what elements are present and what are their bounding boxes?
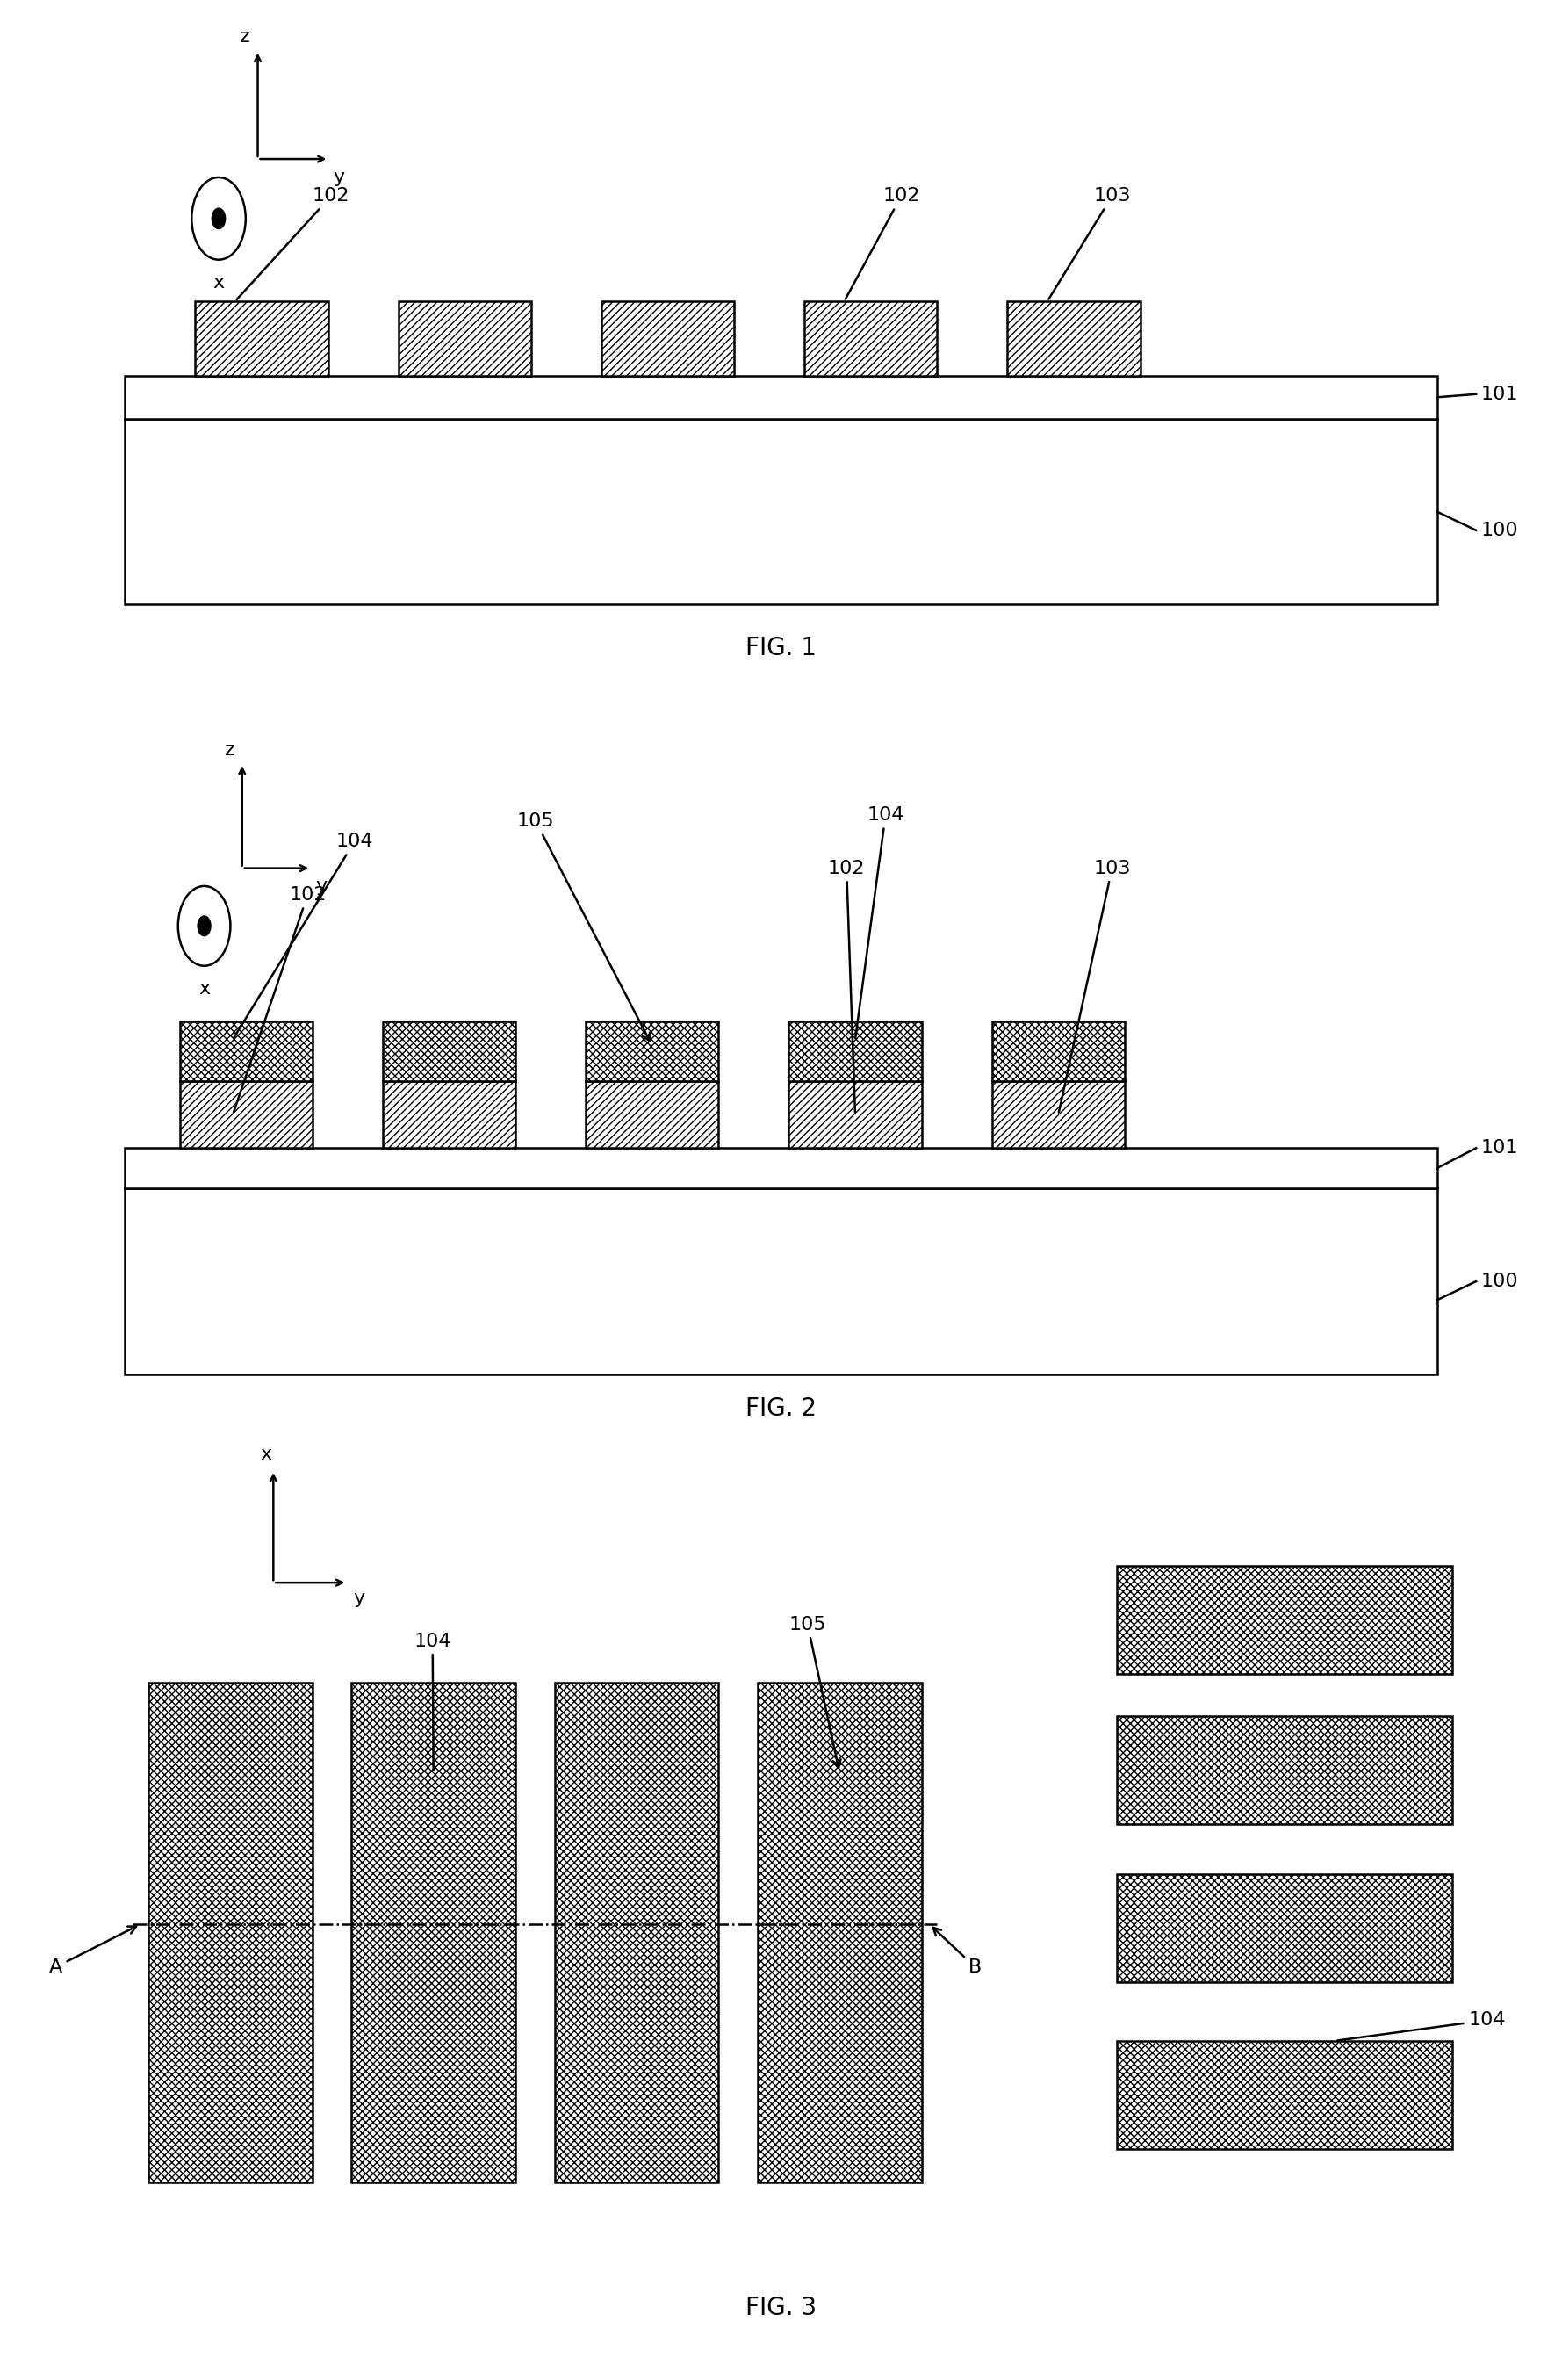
Text: B: B: [933, 1928, 982, 1975]
Bar: [789, 1081, 922, 1147]
Text: x: x: [259, 1445, 272, 1464]
Circle shape: [212, 209, 225, 228]
Bar: [125, 376, 1437, 419]
Bar: [992, 1081, 1125, 1147]
Text: 103: 103: [1048, 188, 1131, 300]
Text: 100: 100: [1481, 521, 1518, 538]
Text: 104: 104: [1337, 2011, 1506, 2040]
Text: x: x: [198, 981, 209, 997]
Text: 105: 105: [517, 814, 650, 1040]
Bar: [180, 1021, 312, 1081]
Text: 105: 105: [789, 1616, 840, 1768]
Bar: [555, 1683, 719, 2182]
Text: y: y: [353, 1590, 366, 1607]
Text: FIG. 2: FIG. 2: [745, 1397, 817, 1421]
Bar: [1007, 302, 1140, 376]
Bar: [148, 1683, 312, 2182]
Bar: [804, 302, 937, 376]
Bar: [383, 1021, 515, 1081]
Bar: [125, 1147, 1437, 1188]
Bar: [383, 1081, 515, 1147]
Text: 102: 102: [237, 188, 350, 300]
Text: 104: 104: [856, 807, 904, 1038]
Bar: [125, 419, 1437, 605]
Text: 102: 102: [234, 885, 326, 1111]
Text: z: z: [241, 29, 250, 45]
Bar: [601, 302, 734, 376]
Bar: [351, 1683, 515, 2182]
Text: 104: 104: [234, 833, 373, 1038]
Text: 102: 102: [828, 859, 865, 1111]
Bar: [1117, 2042, 1453, 2149]
Bar: [992, 1021, 1125, 1081]
Text: y: y: [334, 169, 345, 186]
Bar: [125, 1188, 1437, 1376]
Text: 104: 104: [414, 1633, 451, 1771]
Text: z: z: [225, 740, 234, 759]
Text: 102: 102: [845, 188, 920, 300]
Bar: [1117, 1875, 1453, 1983]
Text: 101: 101: [1481, 386, 1518, 402]
Text: FIG. 1: FIG. 1: [745, 635, 817, 659]
Bar: [195, 302, 328, 376]
Text: 103: 103: [1059, 859, 1131, 1111]
Text: 100: 100: [1481, 1273, 1518, 1290]
Bar: [789, 1021, 922, 1081]
Bar: [758, 1683, 922, 2182]
Text: A: A: [48, 1925, 136, 1975]
Text: x: x: [212, 274, 225, 290]
Text: y: y: [316, 878, 326, 895]
Bar: [180, 1081, 312, 1147]
Bar: [398, 302, 531, 376]
Bar: [1117, 1566, 1453, 1676]
Circle shape: [198, 916, 211, 935]
Bar: [586, 1021, 719, 1081]
Text: FIG. 3: FIG. 3: [745, 2294, 817, 2320]
Bar: [586, 1081, 719, 1147]
Text: 101: 101: [1481, 1140, 1518, 1157]
Bar: [1117, 1716, 1453, 1823]
